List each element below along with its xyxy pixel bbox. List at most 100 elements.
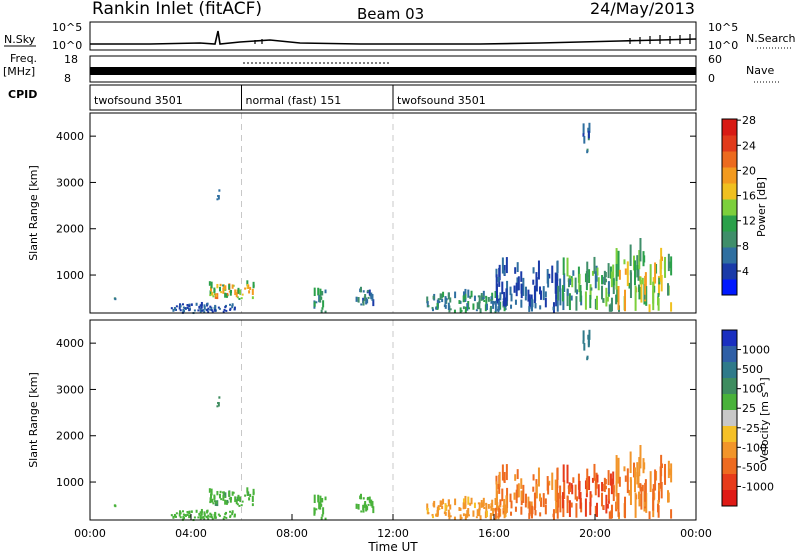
range-gate-cell: [618, 476, 621, 487]
range-gate-cell: [544, 291, 547, 298]
range-gate-cell: [670, 509, 673, 519]
range-gate-cell: [628, 489, 631, 496]
range-gate-cell: [556, 500, 559, 519]
range-gate-cell: [207, 311, 210, 314]
range-gate-cell: [556, 293, 559, 312]
range-gate-cell: [499, 292, 502, 299]
range-gate-cell: [505, 464, 508, 481]
range-gate-cell: [170, 514, 173, 517]
range-gate-cell: [586, 150, 589, 154]
range-gate-cell: [594, 298, 597, 310]
range-gate-cell: [483, 507, 486, 510]
range-gate-cell: [576, 496, 579, 502]
range-gate-cell: [231, 284, 234, 289]
range-gate-cell: [657, 500, 660, 505]
range-gate-cell: [520, 299, 523, 308]
range-gate-cell: [479, 515, 482, 520]
range-gate-cell: [217, 513, 220, 516]
range-gate-cell: [476, 509, 479, 517]
range-gate-cell: [447, 292, 450, 300]
range-gate-cell: [363, 296, 366, 301]
range-gate-cell: [579, 284, 582, 302]
range-gate-cell: [472, 303, 475, 310]
range-gate-cell: [603, 270, 606, 285]
range-gate-cell: [431, 308, 434, 312]
range-gate-cell: [473, 502, 476, 509]
range-gate-cell: [498, 471, 501, 488]
range-gate-cell: [574, 277, 577, 293]
range-gate-cell: [179, 511, 182, 515]
range-gate-cell: [494, 507, 497, 519]
range-gate-cell: [626, 261, 629, 287]
range-gate-cell: [239, 496, 242, 503]
range-gate-cell: [602, 298, 605, 303]
range-gate-cell: [478, 295, 481, 304]
range-gate-cell: [438, 300, 441, 303]
range-gate-cell: [497, 276, 500, 283]
range-gate-cell: [237, 494, 240, 501]
range-gate-cell: [445, 505, 448, 508]
range-gate-cell: [216, 405, 219, 408]
nave-label: Nave: [746, 64, 774, 77]
colorbar-swatch: [722, 346, 737, 363]
range-gate-cell: [360, 510, 363, 513]
range-gate-cell: [218, 493, 221, 499]
range-gate-cell: [362, 300, 365, 306]
range-gate-cell: [670, 256, 673, 276]
range-gate-cell: [596, 474, 599, 483]
range-gate-cell: [555, 295, 558, 299]
range-gate-cell: [241, 293, 244, 296]
range-gate-cell: [490, 506, 493, 509]
range-gate-cell: [629, 272, 632, 299]
range-gate-cell: [520, 292, 523, 299]
range-gate-cell: [640, 486, 643, 510]
range-gate-cell: [615, 470, 618, 489]
range-gate-cell: [462, 306, 465, 310]
range-gate-cell: [485, 303, 488, 311]
range-gate-cell: [522, 484, 525, 503]
range-gate-cell: [359, 493, 362, 500]
range-gate-cell: [566, 289, 569, 296]
colorbar-tick-label: 500: [742, 363, 763, 376]
range-gate-cell: [248, 290, 251, 294]
colorbar-tick-label: 100: [742, 383, 763, 396]
range-gate-cell: [494, 497, 497, 506]
range-gate-cell: [193, 309, 196, 312]
range-gate-cell: [638, 493, 641, 507]
range-gate-cell: [357, 297, 360, 303]
range-gate-cell: [210, 513, 213, 517]
range-gate-cell: [214, 308, 217, 312]
range-gate-cell: [532, 279, 535, 285]
range-gate-cell: [426, 503, 429, 511]
range-gate-cell: [505, 495, 508, 513]
range-gate-cell: [251, 296, 254, 300]
range-gate-cell: [175, 512, 178, 515]
range-gate-cell: [235, 499, 238, 505]
freq-panel: Freq. [MHz] 18 8 60 0 Nave: [3, 52, 780, 85]
range-gate-cell: [225, 309, 228, 312]
range-gate-cell: [643, 501, 646, 507]
range-gate-cell: [319, 294, 322, 303]
range-gate-cell: [213, 287, 216, 293]
range-gate-cell: [607, 281, 610, 294]
range-gate-cell: [246, 490, 249, 496]
colorbar-tick-label: -1000: [742, 480, 774, 493]
range-gate-cell: [440, 500, 443, 506]
range-gate-cell: [201, 309, 204, 312]
range-gate-cell: [649, 264, 652, 286]
range-gate-cell: [547, 482, 550, 495]
range-gate-cell: [604, 271, 607, 278]
range-gate-cell: [520, 506, 523, 515]
range-gate-cell: [532, 267, 535, 274]
range-gate-cell: [586, 357, 589, 361]
range-gate-cell: [617, 492, 620, 517]
range-gate-cell: [466, 510, 469, 518]
colorbar-tick-label: -25: [742, 422, 760, 435]
range-gate-cell: [229, 303, 232, 306]
range-gate-cell: [459, 507, 462, 511]
range-gate-cell: [576, 289, 579, 295]
power-cbar-title: Power [dB]: [755, 177, 768, 237]
range-gate-cell: [360, 303, 363, 306]
range-gate-cell: [574, 484, 577, 500]
range-gate-cell: [616, 287, 619, 303]
